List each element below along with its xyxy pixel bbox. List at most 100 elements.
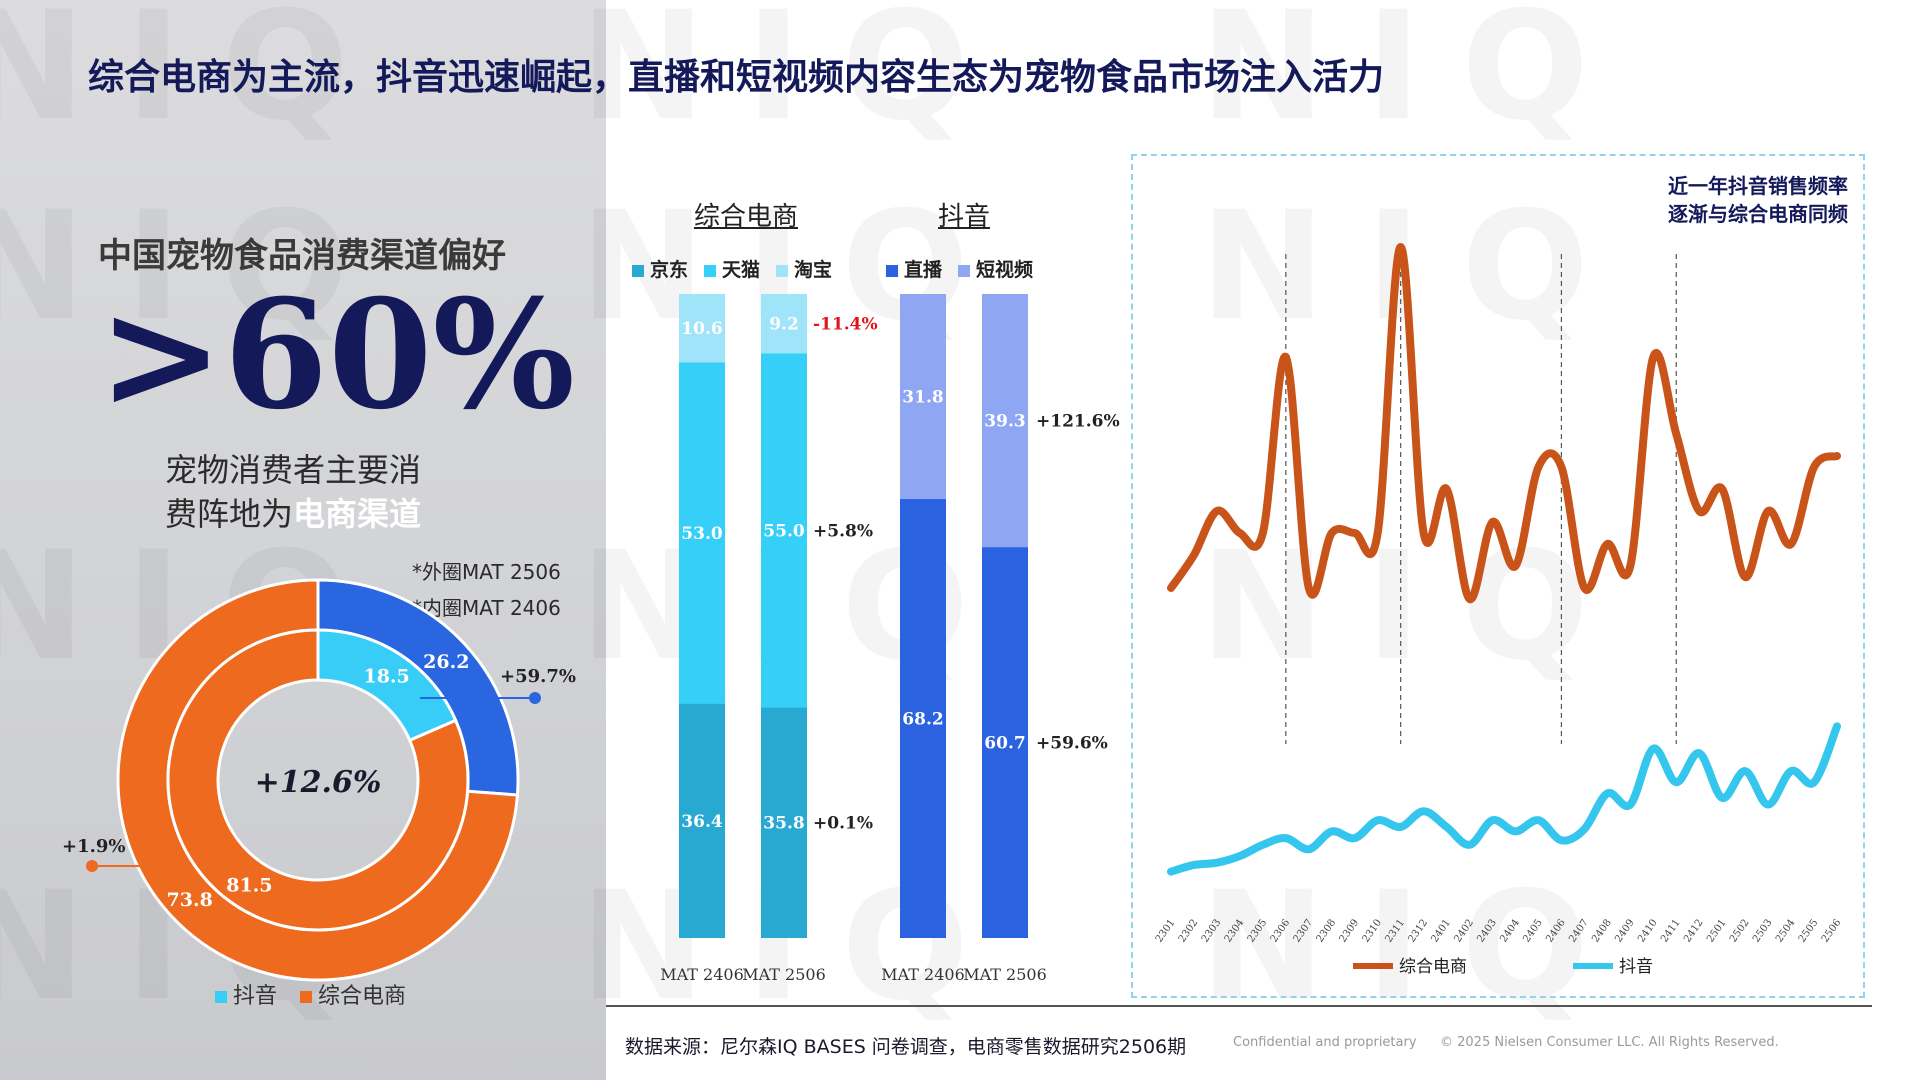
growth-label: +121.6%: [1036, 412, 1120, 432]
bar-value-label: 53.0: [681, 524, 723, 544]
donut-legend: 抖音 综合电商: [215, 978, 422, 1010]
legend-label-ecom-line: 综合电商: [1399, 957, 1467, 977]
bar-segment: [900, 498, 946, 938]
x-tick-label: 2506: [1820, 917, 1844, 944]
x-tick-label: 2407: [1567, 917, 1591, 944]
legend-label-tmall: 天猫: [722, 259, 761, 281]
donut-value-label: 26.2: [423, 651, 469, 673]
legend-short: 短视频: [958, 255, 1033, 282]
note-inner-ring: *内圈MAT 2406: [412, 596, 561, 620]
legend-swatch-jd: [632, 264, 644, 277]
legend-label-ecom: 综合电商: [318, 984, 407, 1009]
legend-swatch-douyin: [215, 991, 227, 1003]
bar-value-label: 36.4: [681, 812, 723, 832]
x-tick-label: 2409: [1613, 917, 1637, 944]
subtitle-ecom: 综合电商: [694, 202, 799, 232]
claim-line-2-prefix: 费阵地为: [165, 495, 294, 533]
bar-segment: [679, 703, 725, 938]
x-tick-label: 2402: [1452, 917, 1476, 944]
x-tick-label: 2304: [1223, 917, 1247, 944]
x-tick-label: 2408: [1590, 917, 1614, 944]
bar-segment: [761, 707, 807, 938]
legend-label-douyin: 抖音: [233, 984, 278, 1009]
x-tick-label: 2411: [1659, 917, 1683, 944]
x-tick-label: 2310: [1361, 917, 1385, 944]
legend-douyin: 抖音: [215, 984, 277, 1009]
legend-swatch-taobao: [776, 264, 788, 277]
x-tick-label: 2405: [1521, 917, 1545, 944]
legend-tmall: 天猫: [704, 255, 760, 282]
bar-value-label: 10.6: [681, 319, 722, 339]
legend-swatch-short: [958, 264, 970, 277]
page-title: 综合电商为主流，抖音迅速崛起，直播和短视频内容生态为宠物食品市场注入活力: [88, 57, 1385, 98]
x-tick-label: 2404: [1498, 917, 1522, 944]
copyright: © 2025 Nielsen Consumer LLC. All Rights …: [1440, 1035, 1779, 1050]
donut-value-label: 81.5: [226, 874, 272, 896]
x-tick-label: 2311: [1384, 917, 1408, 944]
bar-segment: [761, 294, 807, 354]
headline-percentage: >60%: [98, 267, 575, 443]
legend-swatch-live: [886, 264, 898, 277]
legend-label-jd: 京东: [650, 259, 689, 281]
bar-value-label: 68.2: [902, 709, 943, 729]
bar-value-label: 60.7: [984, 734, 1025, 754]
legend-live: 直播: [886, 255, 942, 282]
donut-value-label: 18.5: [363, 666, 409, 688]
x-tick-label: 2307: [1292, 917, 1316, 944]
x-tick-label: 2308: [1315, 917, 1339, 944]
annotation-douyin: +59.7%: [500, 666, 576, 687]
growth-label: +59.6%: [1036, 734, 1108, 754]
annotation-ecom: +1.9%: [62, 836, 126, 857]
donut-value-label: 73.8: [167, 889, 213, 911]
legend-label-short: 短视频: [976, 259, 1034, 281]
legend-label-douyin-line: 抖音: [1619, 957, 1653, 977]
x-tick-label: 2303: [1200, 917, 1224, 944]
donut-center-label: +12.6%: [255, 765, 382, 800]
line-chart: 2301 2302 2303 2304 2305 2306 2307 2308 2309 2310…: [1154, 243, 1844, 977]
confidential-note: Confidential and proprietary: [1233, 1035, 1417, 1050]
legend-swatch-ecom: [300, 991, 313, 1003]
legend-label-live: 直播: [904, 259, 943, 281]
claim-highlight: 电商渠道: [293, 495, 422, 533]
x-tick-label: 2401: [1429, 917, 1453, 944]
growth-label: +0.1%: [813, 814, 873, 834]
x-tick-label: 2505: [1797, 917, 1821, 944]
donut-chart: 26.2 73.8 18.5 81.5 +12.6% +59.7% +1.9%: [62, 578, 576, 982]
bar-value-label: 9.2: [769, 315, 799, 335]
note-outer-ring: *外圈MAT 2506: [412, 560, 561, 584]
legend-label-taobao: 淘宝: [794, 259, 833, 281]
annotation-dot: [529, 692, 541, 704]
x-tick-label: 2306: [1269, 917, 1293, 944]
line-chart-note-1: 近一年抖音销售频率: [1668, 174, 1848, 198]
bar-segment: [982, 547, 1028, 938]
annotation-dot: [86, 860, 98, 872]
bar-segment: [679, 362, 725, 704]
x-tick-label: 2309: [1338, 917, 1362, 944]
claim-text: 宠物消费者主要消 费阵地为电商渠道: [165, 448, 421, 536]
legend-swatch-tmall: [704, 264, 716, 277]
x-tick-label: 2406: [1544, 917, 1568, 944]
bar-segment: [900, 294, 946, 499]
line-chart-frame: [1131, 154, 1865, 998]
x-tick-label: MAT 2506: [963, 965, 1047, 984]
x-tick-label: 2403: [1475, 917, 1499, 944]
x-tick-label: MAT 2406: [881, 965, 965, 984]
x-tick-label: MAT 2506: [742, 965, 826, 984]
subtitle-douyin: 抖音: [938, 202, 991, 232]
x-tick-label: 2502: [1728, 917, 1752, 944]
claim-line-1: 宠物消费者主要消: [165, 451, 422, 489]
donut-slice: [166, 628, 470, 932]
growth-label: -11.4%: [813, 315, 878, 335]
growth-label: +5.8%: [813, 521, 873, 541]
x-tick-label: 2301: [1154, 917, 1178, 944]
x-tick-label: 2501: [1705, 917, 1729, 944]
x-tick-label: 2503: [1751, 917, 1775, 944]
bar-value-label: 39.3: [984, 412, 1025, 432]
stacked-bar-charts: 36.4 53.0 10.6 MAT 2406 35.8 +0.1% 55.0 +5.8% 9.…: [660, 294, 1120, 984]
bar-segment: [982, 294, 1028, 548]
x-tick-label: MAT 2406: [660, 965, 744, 984]
line-chart-note: 近一年抖音销售频率 逐渐与综合电商同频: [1630, 172, 1848, 228]
bar-value-label: 35.8: [763, 814, 804, 834]
bar-value-label: 55.0: [763, 521, 805, 541]
legend-jd: 京东: [632, 255, 688, 282]
